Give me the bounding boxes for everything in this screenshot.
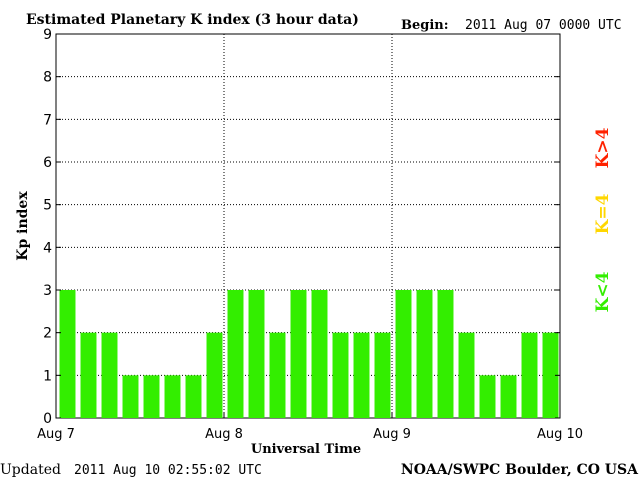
- y-tick-label: 9: [43, 27, 52, 43]
- y-tick-label: 5: [43, 198, 52, 214]
- y-axis-label: Kp index: [15, 191, 31, 261]
- x-axis-ticks: Aug 7 Aug 8 Aug 9 Aug 10: [37, 413, 583, 442]
- kp-bar: [521, 332, 538, 418]
- kp-bar: [269, 332, 286, 418]
- kp-bar: [185, 375, 202, 418]
- bars: [59, 290, 559, 418]
- kp-bar: [290, 290, 307, 418]
- y-tick-label: 2: [43, 326, 52, 342]
- kp-bar: [59, 290, 76, 418]
- y-tick-label: 7: [43, 112, 52, 128]
- y-tick-label: 8: [43, 70, 52, 86]
- begin-label: Begin:: [401, 18, 449, 33]
- kp-bar: [143, 375, 160, 418]
- y-tick-label: 3: [43, 283, 52, 299]
- y-tick-label: 6: [43, 155, 52, 171]
- kp-bar: [332, 332, 349, 418]
- legend-entry: K>4: [593, 127, 613, 168]
- x-tick-label: Aug 7: [37, 427, 75, 442]
- plot-area: [55, 33, 561, 419]
- kp-bar: [458, 332, 475, 418]
- kp-bar: [311, 290, 328, 418]
- legend: K>4 K=4 K<4: [593, 127, 613, 312]
- y-tick-label: 1: [43, 368, 52, 384]
- kp-bar: [164, 375, 181, 418]
- chart-title: Estimated Planetary K index (3 hour data…: [26, 12, 359, 28]
- kp-bar: [122, 375, 139, 418]
- kp-bar: [248, 290, 265, 418]
- kp-bar: [80, 332, 97, 418]
- kp-bar: [101, 332, 118, 418]
- y-tick-label: 0: [43, 411, 52, 427]
- x-tick-label: Aug 10: [537, 427, 583, 442]
- kp-bar: [416, 290, 433, 418]
- legend-entry: K=4: [593, 193, 613, 234]
- updated-label: Updated: [0, 462, 61, 478]
- legend-entry: K<4: [593, 271, 613, 312]
- updated-value: 2011 Aug 10 02:55:02 UTC: [74, 463, 262, 478]
- kp-bar: [395, 290, 412, 418]
- kp-bar: [206, 332, 223, 418]
- source-credit: NOAA/SWPC Boulder, CO USA: [401, 462, 639, 478]
- x-axis-label: Universal Time: [251, 442, 361, 457]
- begin-value: 2011 Aug 07 0000 UTC: [465, 18, 622, 33]
- kp-bar: [374, 332, 391, 418]
- kp-bar: [353, 332, 370, 418]
- x-tick-label: Aug 8: [205, 427, 243, 442]
- kp-bar: [542, 332, 559, 418]
- y-tick-label: 4: [43, 240, 52, 256]
- grid-lines: [56, 34, 560, 418]
- kp-bar: [479, 375, 496, 418]
- x-tick-label: Aug 9: [373, 427, 411, 442]
- y-axis-ticks: 0 1 2 3 4 5 6 7 8 9: [43, 27, 560, 427]
- kp-bar: [500, 375, 517, 418]
- kp-bar: [227, 290, 244, 418]
- kp-bar: [437, 290, 454, 418]
